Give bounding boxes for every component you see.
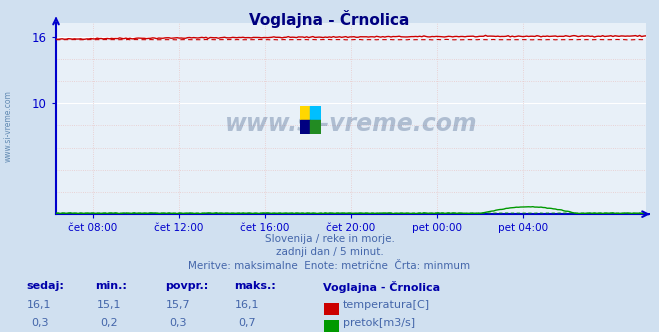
Text: www.si-vreme.com: www.si-vreme.com bbox=[3, 90, 13, 162]
Text: temperatura[C]: temperatura[C] bbox=[343, 300, 430, 310]
Text: 0,3: 0,3 bbox=[31, 318, 48, 328]
Text: 0,2: 0,2 bbox=[100, 318, 117, 328]
Bar bbox=[310, 106, 321, 121]
Text: min.:: min.: bbox=[96, 281, 127, 290]
Bar bbox=[300, 106, 310, 121]
Text: 16,1: 16,1 bbox=[27, 300, 52, 310]
Text: Voglajna - Črnolica: Voglajna - Črnolica bbox=[323, 281, 440, 292]
Text: pretok[m3/s]: pretok[m3/s] bbox=[343, 318, 415, 328]
Text: sedaj:: sedaj: bbox=[26, 281, 64, 290]
Text: Meritve: maksimalne  Enote: metrične  Črta: minmum: Meritve: maksimalne Enote: metrične Črta… bbox=[188, 261, 471, 271]
Text: zadnji dan / 5 minut.: zadnji dan / 5 minut. bbox=[275, 247, 384, 257]
Text: 0,3: 0,3 bbox=[169, 318, 186, 328]
Text: Slovenija / reke in morje.: Slovenija / reke in morje. bbox=[264, 234, 395, 244]
Text: maks.:: maks.: bbox=[234, 281, 275, 290]
Text: povpr.:: povpr.: bbox=[165, 281, 208, 290]
Text: 0,7: 0,7 bbox=[239, 318, 256, 328]
Bar bbox=[310, 121, 321, 134]
Text: Voglajna - Črnolica: Voglajna - Črnolica bbox=[249, 10, 410, 28]
Bar bbox=[300, 121, 310, 134]
Text: 15,7: 15,7 bbox=[165, 300, 190, 310]
Text: www.si-vreme.com: www.si-vreme.com bbox=[225, 113, 477, 136]
Text: 16,1: 16,1 bbox=[235, 300, 260, 310]
Text: 15,1: 15,1 bbox=[96, 300, 121, 310]
